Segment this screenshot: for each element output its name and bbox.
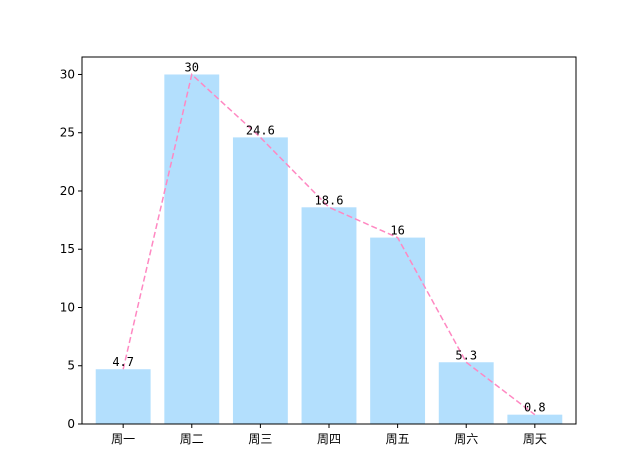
bar-6 [507, 414, 563, 424]
trend-line [122, 73, 536, 416]
data-label-3: 18.6 [315, 193, 344, 207]
data-label-1: 30 [185, 60, 199, 74]
data-label-5: 5.3 [455, 348, 477, 362]
y-tick-label-1: 5 [67, 359, 75, 373]
x-tick-label-5: 周六 [454, 432, 478, 446]
x-axis: 周一 周二 周三 周四 周五 周六 周天 [111, 424, 547, 446]
y-tick-label-5: 25 [60, 126, 75, 140]
bar-5 [438, 362, 494, 424]
bar-group [95, 74, 563, 424]
y-axis: 0 5 10 15 20 25 30 [60, 67, 82, 431]
data-label-4: 16 [390, 224, 404, 238]
y-tick-label-4: 20 [60, 184, 75, 198]
bar-4 [370, 237, 426, 424]
x-tick-label-3: 周四 [317, 432, 341, 446]
y-tick-label-0: 0 [67, 417, 75, 431]
x-tick-label-6: 周天 [523, 432, 547, 446]
bar-0 [95, 369, 151, 424]
data-label-6: 0.8 [524, 401, 546, 415]
x-tick-label-1: 周二 [180, 432, 204, 446]
bar-2 [232, 137, 288, 424]
y-tick-label-6: 30 [60, 67, 75, 81]
bar-3 [301, 207, 357, 424]
x-tick-label-0: 周一 [111, 432, 135, 446]
bar-1 [164, 74, 220, 424]
x-tick-label-4: 周五 [386, 432, 410, 446]
x-tick-label-2: 周三 [248, 432, 272, 446]
y-tick-label-3: 15 [60, 242, 75, 256]
y-tick-label-2: 10 [60, 300, 75, 314]
data-label-2: 24.6 [246, 123, 275, 137]
data-label-0: 4.7 [112, 355, 134, 369]
data-label-group: 4.7 30 24.6 18.6 16 5.3 0.8 [112, 60, 545, 414]
